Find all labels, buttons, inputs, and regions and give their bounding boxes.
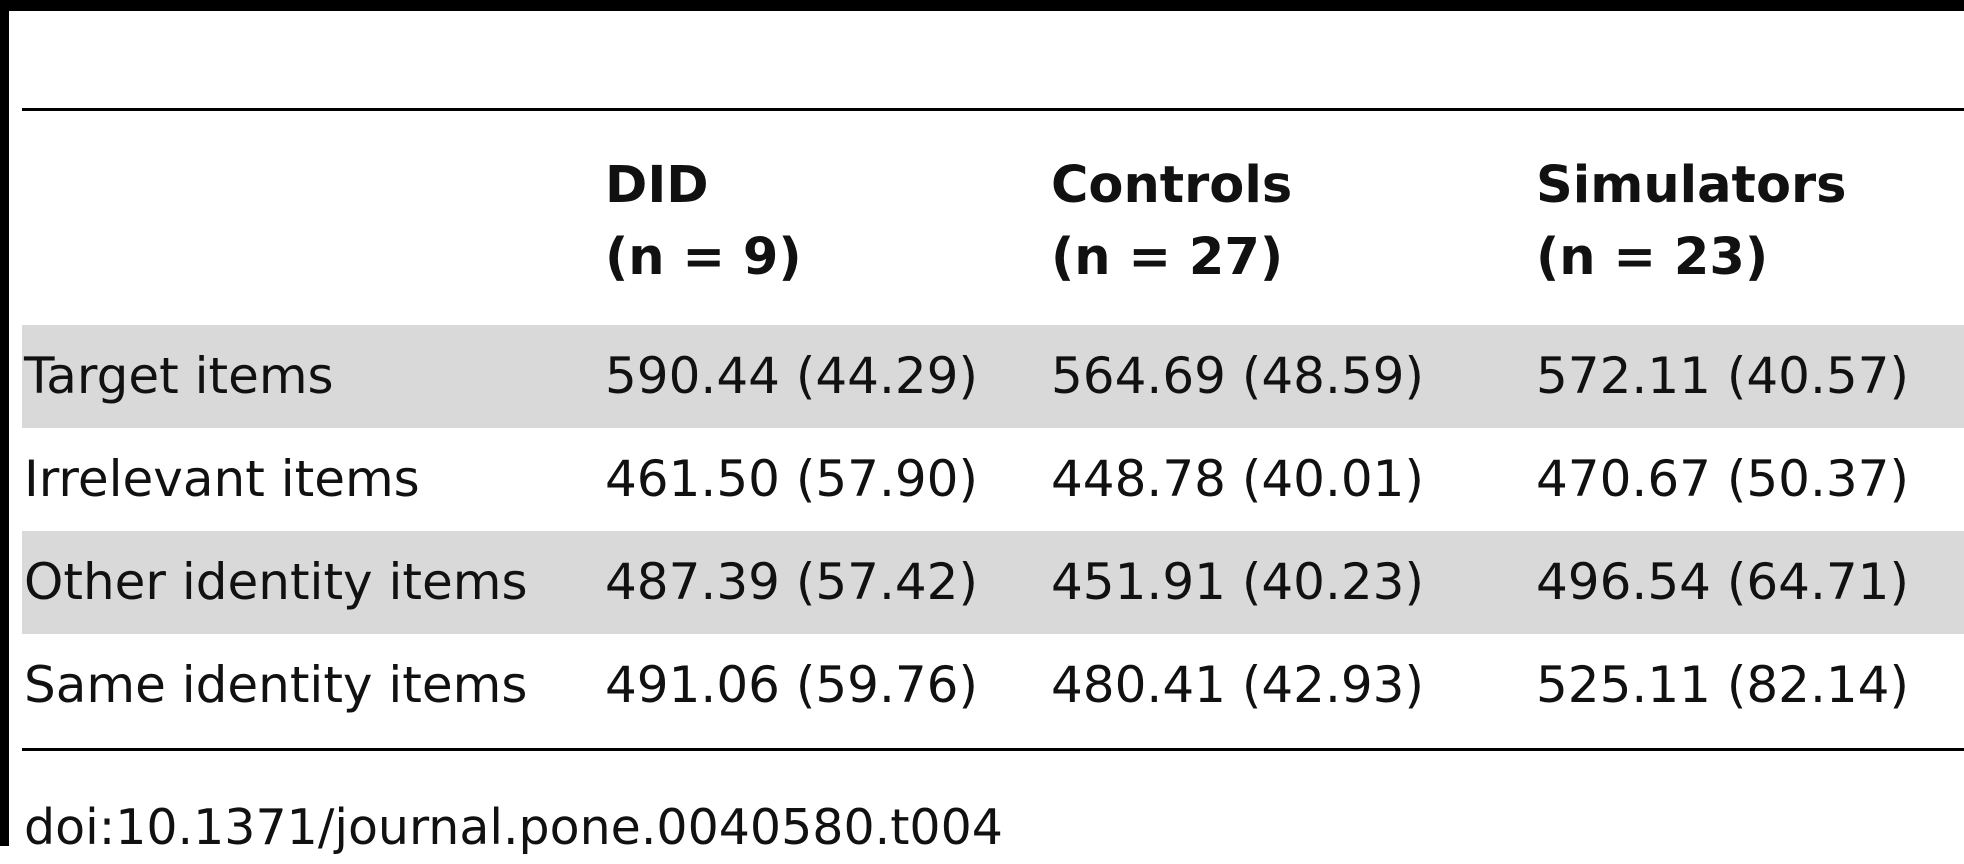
column-header-n: (n = 27) [1051,228,1284,287]
table-bottom-rule [22,748,1964,751]
column-header-controls: Controls (n = 27) [1051,150,1292,294]
cell-simulators: 470.67 (50.37) [1536,450,1909,508]
row-label: Same identity items [24,656,528,714]
column-header-name: DID [605,156,709,215]
cell-controls: 451.91 (40.23) [1051,553,1424,611]
cell-simulators: 525.11 (82.14) [1536,656,1909,714]
cell-did: 461.50 (57.90) [605,450,978,508]
table-row: Irrelevant items 461.50 (57.90) 448.78 (… [22,428,1964,531]
cell-controls: 480.41 (42.93) [1051,656,1424,714]
column-header-n: (n = 23) [1536,228,1769,287]
row-label: Target items [24,347,334,405]
cell-simulators: 572.11 (40.57) [1536,347,1909,405]
table-row: Same identity items 491.06 (59.76) 480.4… [22,634,1964,737]
column-header-did: DID (n = 9) [605,150,802,294]
column-header-simulators: Simulators (n = 23) [1536,150,1846,294]
row-label: Other identity items [24,553,528,611]
table-row: Other identity items 487.39 (57.42) 451.… [22,531,1964,634]
cell-simulators: 496.54 (64.71) [1536,553,1909,611]
row-label: Irrelevant items [24,450,420,508]
cell-did: 590.44 (44.29) [605,347,978,405]
doi-footnote: doi:10.1371/journal.pone.0040580.t004 [24,799,1003,856]
top-border-rule [0,0,1964,11]
cell-did: 491.06 (59.76) [605,656,978,714]
left-border-rule [0,0,9,846]
cell-controls: 448.78 (40.01) [1051,450,1424,508]
cell-did: 487.39 (57.42) [605,553,978,611]
header-top-rule [22,108,1964,111]
column-header-name: Simulators [1536,156,1847,215]
column-header-name: Controls [1051,156,1293,215]
table-row: Target items 590.44 (44.29) 564.69 (48.5… [22,325,1964,428]
column-header-n: (n = 9) [605,228,802,287]
cell-controls: 564.69 (48.59) [1051,347,1424,405]
